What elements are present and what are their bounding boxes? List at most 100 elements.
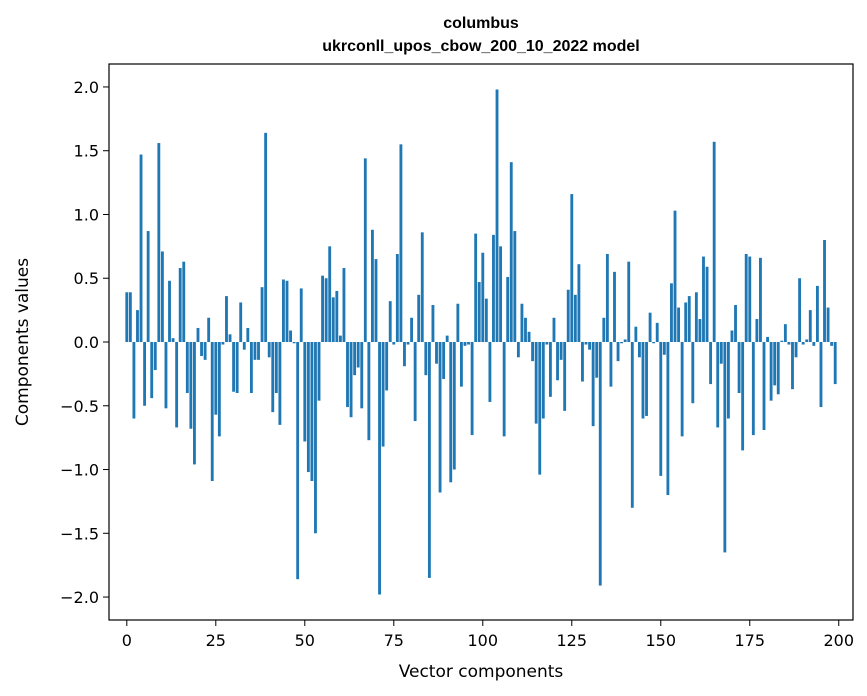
bar-154	[673, 210, 677, 342]
bar-11	[164, 342, 168, 409]
x-tick-label: 100	[468, 631, 499, 650]
bar-7	[150, 342, 154, 399]
bar-140	[623, 339, 627, 342]
bar-104	[495, 89, 499, 342]
bar-126	[573, 294, 577, 342]
bar-152	[666, 342, 670, 496]
bar-67	[363, 158, 367, 342]
bar-52	[310, 342, 314, 481]
bar-73	[385, 342, 389, 391]
bar-95	[463, 342, 467, 346]
bar-34	[246, 327, 250, 342]
bar-4	[139, 154, 143, 342]
bar-134	[602, 317, 606, 342]
bar-38	[260, 287, 264, 342]
bar-91	[449, 342, 453, 483]
y-tick-label: 2.0	[74, 78, 99, 97]
y-tick-label: 0.5	[74, 269, 99, 288]
bar-176	[751, 342, 755, 436]
chart-title: columbus	[443, 15, 519, 32]
bar-75	[392, 342, 396, 345]
bar-113	[527, 331, 531, 342]
plot-frame	[108, 63, 854, 621]
y-tick-label: −1.5	[60, 524, 99, 543]
bar-63	[349, 342, 353, 418]
bar-85	[427, 342, 431, 578]
x-tick-label: 75	[384, 631, 404, 650]
bar-195	[819, 342, 823, 408]
bar-160	[694, 292, 698, 342]
bar-58	[331, 297, 335, 342]
bar-118	[545, 342, 549, 345]
bar-141	[627, 261, 631, 342]
bar-41	[271, 342, 275, 413]
x-tick-label: 200	[823, 631, 854, 650]
bar-111	[520, 303, 524, 342]
x-tick-label: 175	[734, 631, 765, 650]
bar-103	[492, 234, 495, 342]
bar-2	[132, 342, 136, 419]
bar-148	[652, 342, 656, 344]
bar-21	[200, 342, 203, 357]
bar-43	[278, 342, 282, 425]
bar-135	[605, 254, 609, 342]
bar-189	[798, 278, 802, 342]
bar-23	[207, 317, 211, 342]
bar-27	[221, 342, 225, 345]
bar-192	[808, 310, 812, 342]
bar-25	[214, 342, 218, 415]
bar-88	[438, 342, 442, 493]
y-axis-label: Components values	[13, 258, 33, 426]
bar-122	[559, 342, 563, 360]
bar-108	[509, 162, 513, 342]
bar-115	[534, 342, 538, 424]
bar-188	[794, 342, 798, 358]
bar-129	[584, 342, 588, 345]
chart-subtitle: ukrconll_upos_cbow_200_10_2022 model	[322, 38, 639, 55]
bar-187	[791, 342, 794, 390]
bar-70	[374, 259, 378, 342]
bar-82	[417, 294, 421, 342]
bar-109	[513, 231, 517, 342]
bar-130	[588, 342, 591, 350]
bar-9	[157, 143, 161, 342]
bar-156	[680, 342, 684, 437]
bar-199	[833, 342, 837, 385]
bar-168	[723, 342, 727, 553]
bar-127	[577, 264, 581, 342]
bar-28	[225, 296, 228, 342]
bar-171	[734, 305, 737, 342]
bar-37	[257, 342, 260, 360]
bar-178	[759, 257, 762, 342]
x-tick-label: 0	[122, 631, 132, 650]
bar-123	[563, 342, 567, 411]
bar-175	[748, 256, 752, 342]
bar-40	[267, 342, 271, 358]
bar-12	[168, 280, 171, 342]
bar-144	[637, 342, 641, 358]
bar-55	[321, 275, 325, 342]
bar-106	[502, 342, 506, 437]
bar-194	[815, 285, 819, 342]
bar-66	[360, 342, 364, 409]
bar-102	[488, 342, 492, 402]
bar-170	[730, 330, 734, 342]
bar-16	[182, 261, 186, 342]
bar-186	[787, 342, 791, 345]
y-tick-label: −2.0	[60, 588, 99, 607]
bar-166	[716, 342, 720, 428]
bar-100	[481, 252, 485, 342]
bar-151	[662, 342, 666, 355]
bar-1	[128, 292, 132, 342]
y-axis-ticks: −2.0 −1.5 −1.0 −0.5 0.0 0.5 1.0 1.5 2.0	[60, 78, 109, 607]
bar-6	[146, 231, 150, 342]
bar-31	[235, 342, 239, 394]
bar-51	[306, 342, 310, 473]
bar-76	[395, 254, 399, 342]
bar-87	[435, 342, 438, 364]
bar-173	[741, 342, 745, 451]
bar-0	[125, 292, 129, 342]
bar-65	[356, 342, 360, 368]
bar-42	[274, 342, 278, 394]
